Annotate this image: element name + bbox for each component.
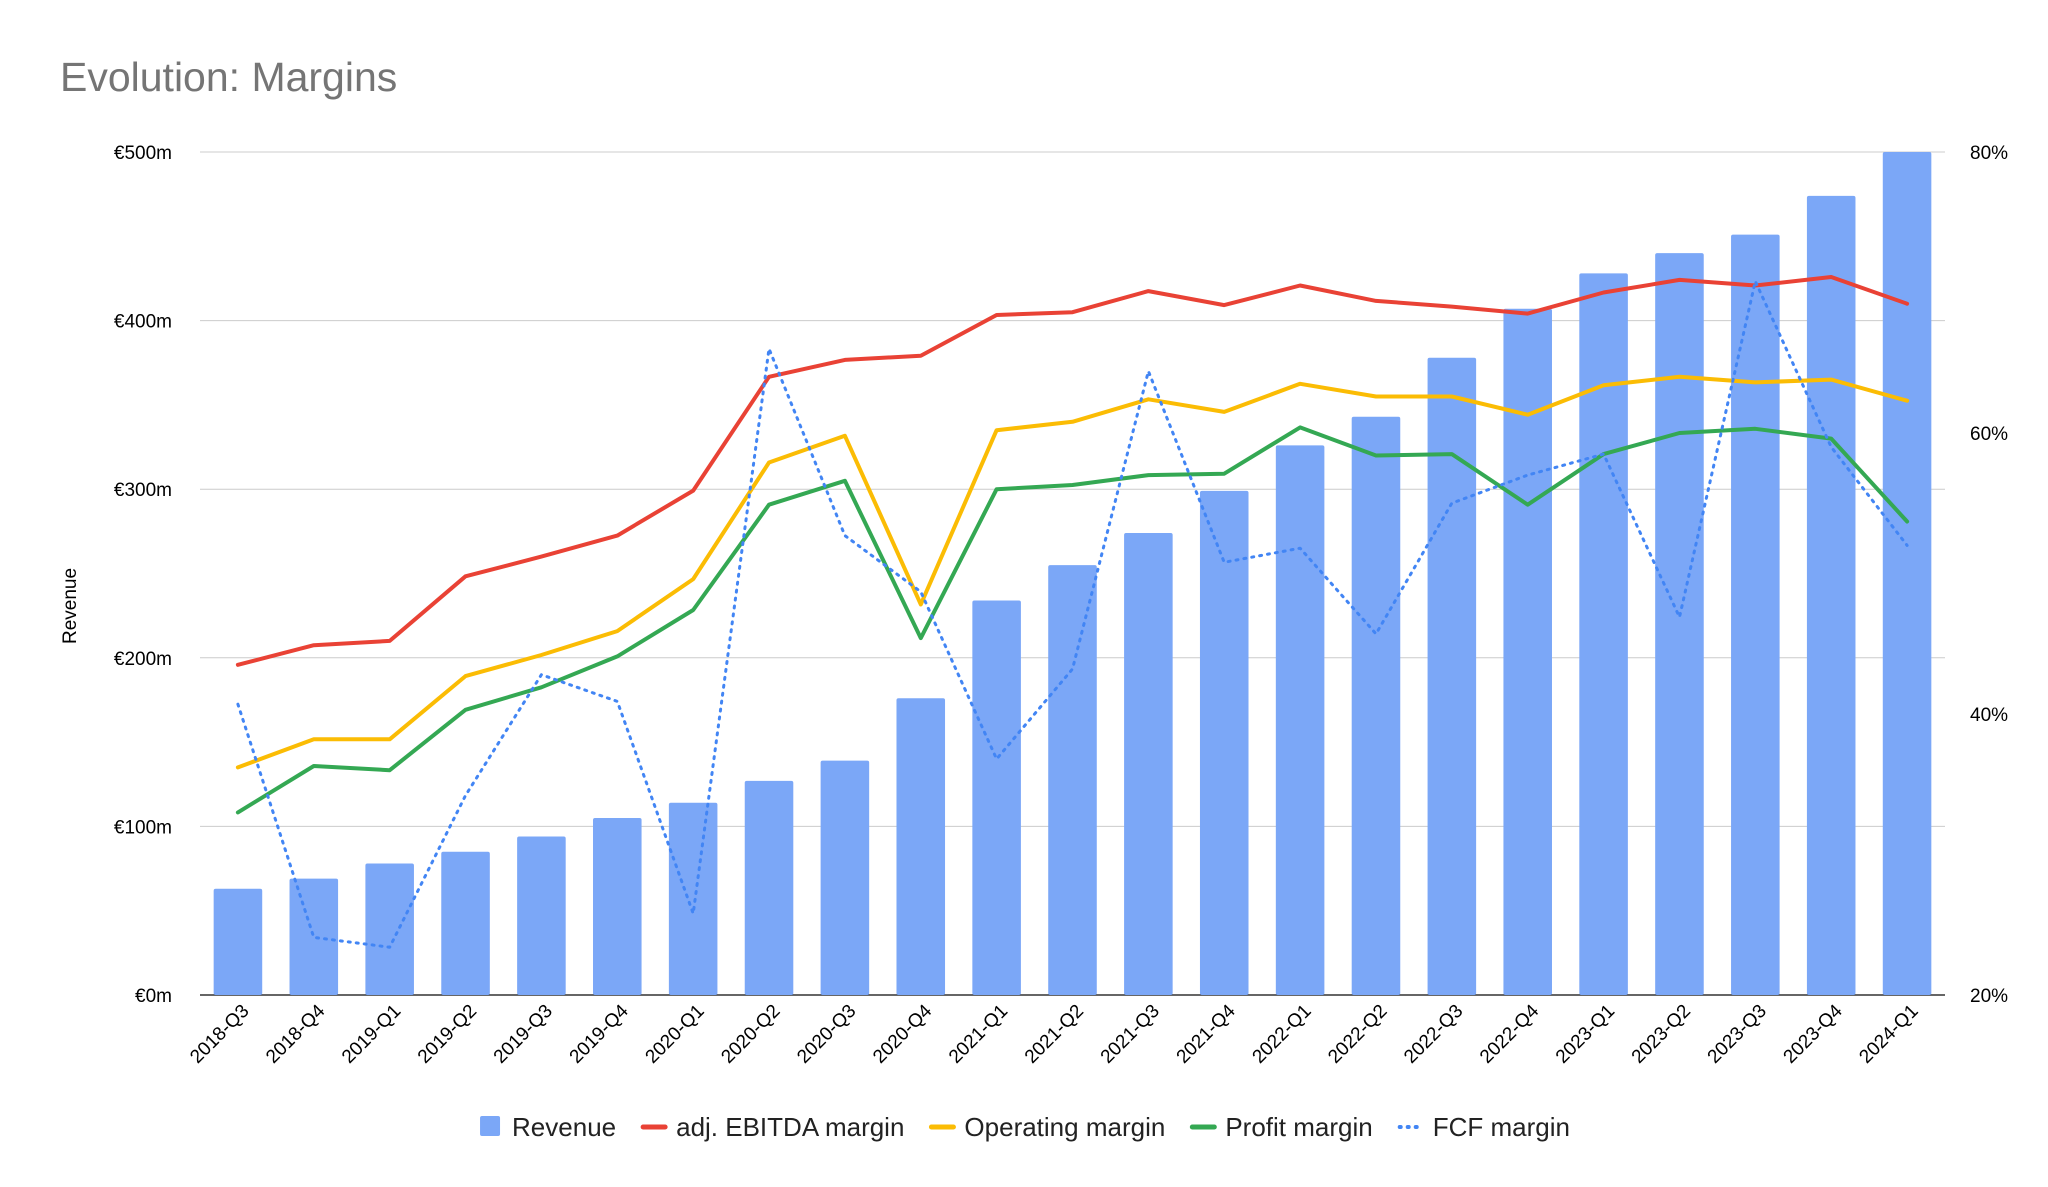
chart-title: Evolution: Margins xyxy=(60,54,398,100)
revenue-bar xyxy=(1351,416,1401,995)
y-tick-label: €0m xyxy=(135,986,172,1007)
revenue-bar xyxy=(1806,195,1856,995)
x-tick-label: 2022-Q3 xyxy=(1400,1001,1467,1068)
x-tick-label: 2019-Q2 xyxy=(414,1001,481,1068)
legend-label-profit-margin: Profit margin xyxy=(1225,1112,1372,1142)
y2-tick-label: 40% xyxy=(1970,705,2008,726)
x-tick-label: 2021-Q1 xyxy=(945,1001,1012,1068)
x-tick-label: 2023-Q1 xyxy=(1552,1001,1619,1068)
y2-tick-label: 20% xyxy=(1970,986,2008,1007)
revenue-bar xyxy=(1275,445,1325,995)
x-tick-label: 2022-Q2 xyxy=(1324,1001,1391,1068)
y-tick-label: €400m xyxy=(114,312,172,333)
x-axis: 2018-Q3 2018-Q4 2019-Q1 2019-Q2 2019-Q3 2019-… xyxy=(186,1000,1922,1067)
revenue-bar xyxy=(593,817,642,995)
x-tick-label: 2021-Q2 xyxy=(1021,1001,1088,1068)
x-tick-label: 2022-Q4 xyxy=(1476,1000,1543,1067)
x-tick-label: 2023-Q2 xyxy=(1628,1001,1695,1068)
legend-label-revenue: Revenue xyxy=(512,1112,616,1142)
y-tick-label: €300m xyxy=(114,480,172,501)
y-tick-label: €100m xyxy=(114,817,172,838)
x-tick-label: 2022-Q1 xyxy=(1249,1001,1316,1068)
revenue-bar xyxy=(820,760,870,995)
x-tick-label: 2020-Q1 xyxy=(642,1001,709,1068)
y-tick-label: €200m xyxy=(114,649,172,670)
x-tick-label: 2019-Q1 xyxy=(338,1001,405,1068)
x-tick-label: 2019-Q3 xyxy=(490,1001,557,1068)
revenue-bar xyxy=(441,851,490,995)
margin-lines xyxy=(235,275,1910,949)
x-tick-label: 2023-Q4 xyxy=(1780,1000,1847,1067)
legend-label-operating-margin: Operating margin xyxy=(964,1112,1165,1142)
revenue-bar xyxy=(1503,308,1552,996)
operating-margin-line xyxy=(235,374,1910,770)
revenue-bar xyxy=(1655,253,1704,995)
revenue-bar xyxy=(289,878,339,995)
x-tick-label: 2021-Q4 xyxy=(1173,1000,1240,1067)
x-tick-label: 2020-Q3 xyxy=(793,1001,860,1068)
revenue-bar xyxy=(896,698,946,995)
revenue-bar xyxy=(1731,234,1780,995)
revenue-bar xyxy=(1579,273,1628,996)
revenue-bar xyxy=(1048,565,1097,995)
right-axis: 20% 40% 60% 80% xyxy=(1970,143,2008,1007)
x-tick-label: 2018-Q4 xyxy=(262,1000,329,1067)
fcf-margin-line xyxy=(236,279,1909,949)
x-tick-label: 2024-Q1 xyxy=(1855,1001,1922,1068)
x-tick-label: 2021-Q3 xyxy=(1097,1001,1164,1068)
legend: Revenue adj. EBITDA margin Operating margi… xyxy=(480,1112,1570,1142)
x-tick-label: 2023-Q3 xyxy=(1704,1001,1771,1068)
revenue-bar xyxy=(1124,533,1173,995)
x-tick-label: 2018-Q3 xyxy=(186,1001,253,1068)
revenue-bar xyxy=(365,863,414,995)
legend-label-fcf-margin: FCF margin xyxy=(1433,1112,1570,1142)
profit-margin-line xyxy=(235,425,1910,815)
y-axis-title: Revenue xyxy=(60,568,81,644)
revenue-bar xyxy=(668,802,718,995)
revenue-bar xyxy=(1427,357,1477,995)
revenue-bar xyxy=(1882,152,1932,995)
revenue-bar xyxy=(517,836,566,995)
x-tick-label: 2020-Q2 xyxy=(717,1001,784,1068)
revenue-bar xyxy=(1199,490,1249,995)
revenue-bar xyxy=(744,780,794,995)
left-axis: €0m €100m €200m €300m €400m €500m xyxy=(114,143,172,1007)
revenue-bar xyxy=(213,888,263,995)
x-tick-label: 2019-Q4 xyxy=(566,1000,633,1067)
y2-tick-label: 80% xyxy=(1970,143,2008,164)
x-tick-label: 2020-Q4 xyxy=(869,1000,936,1067)
legend-label-adj-ebitda-margin: adj. EBITDA margin xyxy=(676,1112,904,1142)
y-tick-label: €500m xyxy=(114,143,172,164)
revenue-bars xyxy=(213,152,1932,996)
legend-swatch-revenue xyxy=(480,1116,501,1136)
revenue-bar xyxy=(972,600,1021,995)
y2-tick-label: 60% xyxy=(1970,424,2008,445)
adj-ebitda-margin-line xyxy=(235,275,1910,667)
